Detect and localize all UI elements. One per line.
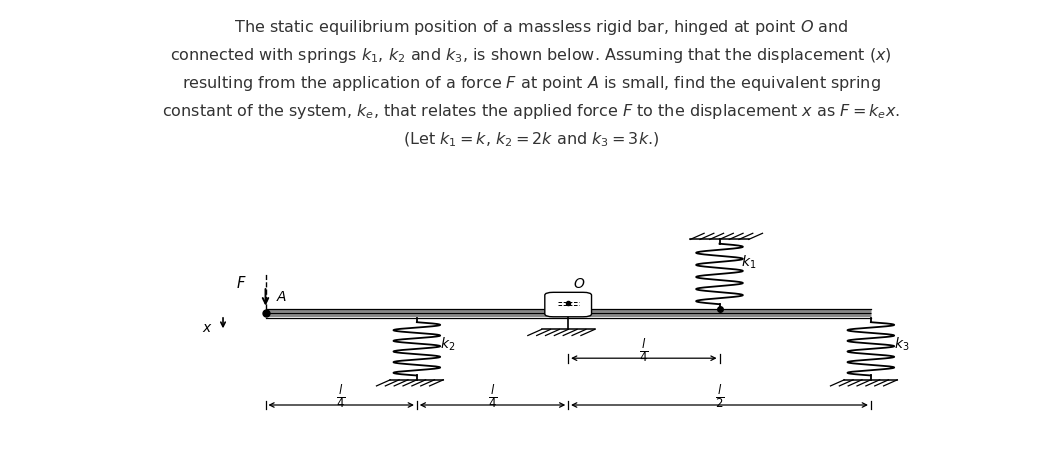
Text: $A$: $A$	[276, 290, 288, 304]
Text: $F$: $F$	[236, 274, 246, 291]
Text: $\dfrac{l}{2}$: $\dfrac{l}{2}$	[715, 384, 724, 410]
FancyBboxPatch shape	[545, 292, 592, 317]
Text: $O$: $O$	[573, 277, 586, 291]
Text: $x$: $x$	[202, 320, 212, 335]
Text: The static equilibrium position of a massless rigid bar, hinged at point $O$ and: The static equilibrium position of a mas…	[162, 18, 900, 149]
Text: $k_2$: $k_2$	[440, 336, 456, 353]
Text: $\dfrac{l}{4}$: $\dfrac{l}{4}$	[487, 384, 497, 410]
Text: $k_3$: $k_3$	[894, 336, 910, 353]
Text: $\dfrac{l}{4}$: $\dfrac{l}{4}$	[639, 337, 649, 364]
Text: $k_1$: $k_1$	[741, 254, 756, 271]
Text: $\dfrac{l}{4}$: $\dfrac{l}{4}$	[337, 384, 346, 410]
